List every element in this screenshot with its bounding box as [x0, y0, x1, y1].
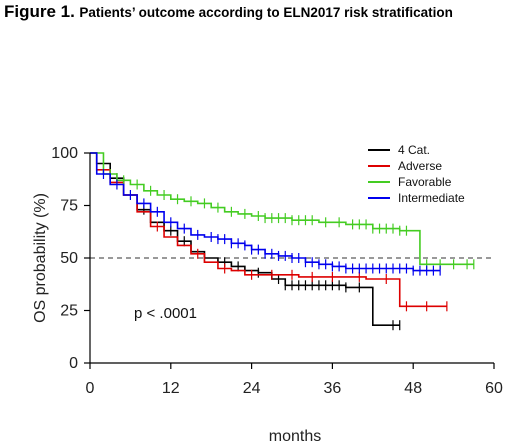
figure-caption: Patients’ outcome according to ELN2017 r… — [79, 5, 453, 20]
y-tick-label: 100 — [51, 145, 78, 162]
legend-label: Adverse — [398, 159, 442, 173]
p-value-annotation: p < .0001 — [134, 305, 197, 322]
legend-label: Favorable — [398, 175, 452, 189]
y-tick-label: 50 — [60, 250, 78, 267]
figure-number: Figure 1. — [4, 2, 75, 21]
x-axis-label: months — [269, 428, 321, 445]
x-tick-label: 24 — [243, 380, 261, 397]
legend-label: Intermediate — [398, 191, 465, 205]
y-tick-label: 0 — [69, 355, 78, 372]
x-tick-label: 48 — [404, 380, 422, 397]
x-tick-label: 12 — [162, 380, 180, 397]
x-tick-label: 36 — [324, 380, 342, 397]
series-favorable — [90, 152, 475, 270]
y-tick-label: 25 — [60, 303, 78, 320]
survival-curve — [90, 152, 400, 326]
series-layer — [90, 152, 475, 331]
legend-label: 4 Cat. — [398, 143, 430, 157]
y-axis-label: OS probability (%) — [32, 193, 49, 323]
x-tick-label: 60 — [485, 380, 503, 397]
series-intermediate — [90, 152, 441, 276]
legend: 4 Cat. Adverse Favorable Intermediate — [368, 143, 465, 205]
axis-layer: 0 25 50 75 100 0 12 24 36 48 60 — [51, 145, 503, 397]
figure-title: Figure 1. Patients’ outcome according to… — [4, 2, 520, 22]
x-tick-label: 0 — [86, 380, 95, 397]
y-tick-label: 75 — [60, 198, 78, 215]
